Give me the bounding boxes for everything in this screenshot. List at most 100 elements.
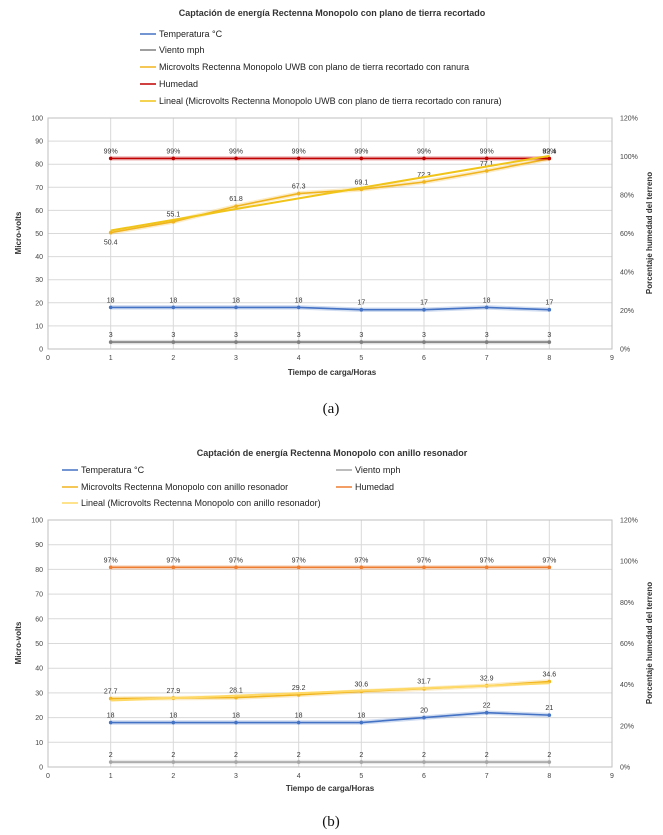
data-point [296,565,301,570]
legend-label-viento: Viento mph [159,45,204,55]
series-line-microvolts-rectenna-monopolo-uwb-con-pla [110,157,550,234]
data-label: 55.1 [167,212,181,219]
data-label: 2 [297,752,301,759]
data-point [108,696,113,701]
data-point [171,156,176,161]
chart-b: Captación de energía Rectenna Monopolo c… [14,448,654,830]
data-point [108,230,113,235]
chart-a-y2-axis-label: Porcentaje humedad del terreno [645,172,654,294]
y-tick-label: 70 [35,185,43,192]
data-label: 2 [485,752,489,759]
data-point [234,156,238,161]
legend-label-microvolts: Microvolts Rectenna Monopolo con anillo … [81,482,288,492]
data-point [359,340,364,344]
y-tick-label: 0 [39,765,43,772]
data-label: 18 [169,713,177,720]
chart-b-caption: (b) [322,814,340,830]
x-tick-label: 5 [359,355,363,362]
chart-a-title: Captación de energía Rectenna Monopolo c… [179,8,486,18]
y-tick-label: 50 [35,641,43,648]
x-tick-label: 8 [547,355,551,362]
plot-area-frame [47,519,613,768]
data-point [171,720,176,725]
y2-tick-label: 80% [620,193,634,200]
data-point [108,720,113,725]
data-label: 2 [422,752,426,759]
data-label: 3 [234,332,238,339]
data-label: 34.6 [543,672,557,679]
data-point [108,565,113,570]
y-tick-label: 90 [35,139,43,146]
data-label: 17 [545,300,553,307]
data-point [234,720,238,725]
data-point [234,695,238,700]
y-tick-label: 30 [35,690,43,697]
x-tick-label: 4 [297,773,301,780]
y-tick-label: 100 [31,116,43,123]
x-tick-label: 8 [547,773,551,780]
data-label: 17 [420,300,428,307]
data-point [547,565,552,570]
y2-tick-label: 20% [620,723,634,730]
x-tick-label: 3 [234,355,238,362]
y-tick-label: 90 [35,542,43,549]
data-label: 27.7 [104,689,118,696]
chart-b-legend: Temperatura °C Viento mph Microvolts Rec… [62,465,400,508]
x-tick-label: 5 [359,773,363,780]
chart-b-y-axis-label: Micro-volts [14,621,23,664]
data-label: 99% [104,148,118,155]
data-label: 18 [169,297,177,304]
series-line-temperatura-c [110,711,550,724]
data-label: 97% [354,557,368,564]
y2-tick-label: 40% [620,682,634,689]
x-tick-label: 0 [46,355,50,362]
data-point [547,340,552,344]
data-point [359,760,364,764]
x-tick-label: 4 [297,355,301,362]
y2-tick-label: 0% [620,347,630,354]
data-label: 97% [417,557,431,564]
data-label: 18 [107,713,115,720]
data-label: 3 [547,332,551,339]
data-label: 99% [354,148,368,155]
data-label: 3 [485,332,489,339]
data-point [108,305,113,310]
data-point [296,760,301,764]
y-tick-label: 60 [35,616,43,623]
data-label: 3 [171,332,175,339]
data-label: 61.8 [229,196,243,203]
data-label: 2 [547,752,551,759]
data-label: 3 [297,332,301,339]
data-label: 18 [295,297,303,304]
data-label: 97% [104,557,118,564]
plot-area-frame [47,117,613,350]
data-point [234,305,238,310]
data-label: 67.3 [292,184,306,191]
chart-b-plot: 0 10 20 30 40 50 60 70 80 90 100 0 1 2 3 4 5 6 7 8 9 0% 20% 40%… [31,518,638,781]
data-point [484,760,489,764]
data-label: 20 [420,708,428,715]
legend-label-temperatura: Temperatura °C [159,29,223,39]
data-label: 97% [292,557,306,564]
x-tick-label: 1 [109,773,113,780]
data-label: 99% [417,148,431,155]
legend-label-lineal: Lineal (Microvolts Rectenna Monopolo UWB… [159,96,502,106]
data-point [296,720,301,725]
chart-a: Captación de energía Rectenna Monopolo c… [14,8,654,417]
x-tick-label: 2 [171,773,175,780]
y-tick-label: 70 [35,592,43,599]
data-label: 69.1 [355,179,369,186]
data-label: 99% [292,148,306,155]
data-point [359,156,364,161]
data-point [422,565,426,570]
data-point [108,156,113,161]
data-point [422,156,426,161]
data-point [484,156,489,161]
data-label: 32.9 [480,676,494,683]
data-label: 18 [232,297,240,304]
x-tick-label: 0 [46,773,50,780]
chart-b-title: Captación de energía Rectenna Monopolo c… [197,448,468,458]
x-tick-label: 7 [485,355,489,362]
y-tick-label: 20 [35,715,43,722]
